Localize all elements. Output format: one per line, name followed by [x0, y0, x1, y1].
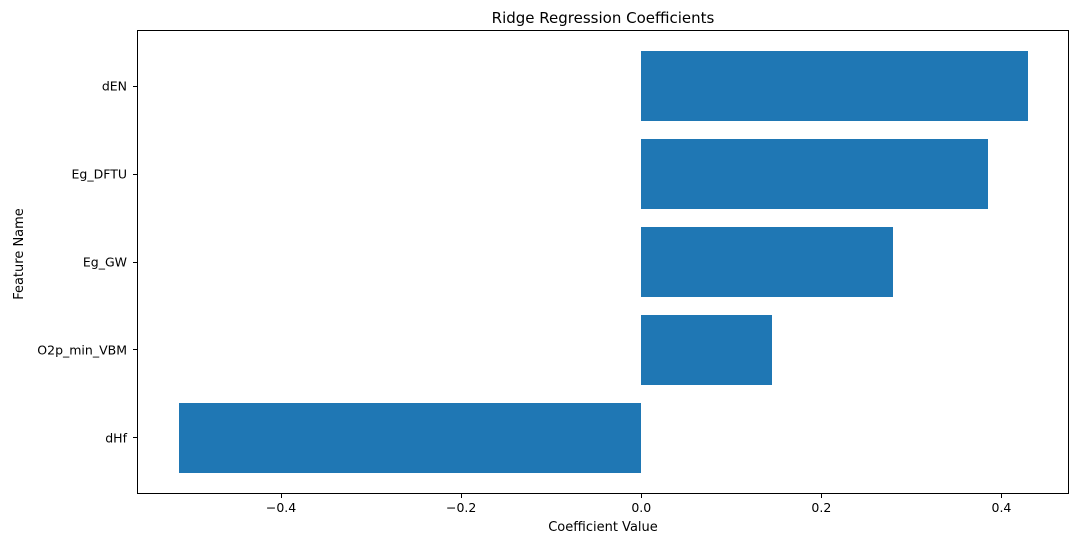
- x-tick-label: −0.2: [445, 500, 477, 515]
- plot-area: [137, 30, 1069, 494]
- x-tick-mark: [280, 494, 282, 498]
- y-tick-label-O2p_min_VBM: O2p_min_VBM: [37, 342, 127, 358]
- x-tick-label: −0.4: [265, 500, 297, 515]
- chart-title: Ridge Regression Coefficients: [491, 9, 715, 27]
- x-tick-mark: [1000, 494, 1002, 498]
- bar-dHf: [179, 402, 642, 473]
- x-tick-label: 0.2: [811, 500, 832, 515]
- x-tick-mark: [820, 494, 822, 498]
- y-tick-label-Eg_DFTU: Eg_DFTU: [71, 166, 127, 182]
- x-tick-label: 0.4: [991, 500, 1012, 515]
- y-tick-mark: [133, 349, 137, 351]
- x-tick-mark: [640, 494, 642, 498]
- y-tick-label-Eg_GW: Eg_GW: [82, 254, 127, 270]
- y-tick-mark: [133, 173, 137, 175]
- x-tick-mark: [460, 494, 462, 498]
- bar-O2p_min_VBM: [641, 314, 772, 386]
- y-tick-mark: [133, 85, 137, 87]
- x-axis-label: Coefficient Value: [548, 520, 658, 535]
- bar-Eg_GW: [641, 226, 894, 298]
- y-tick-mark: [133, 261, 137, 263]
- y-tick-mark: [133, 437, 137, 439]
- bar-dEN: [641, 51, 1029, 122]
- y-tick-label-dHf: dHf: [105, 430, 127, 446]
- y-tick-label-dEN: dEN: [101, 78, 127, 94]
- bar-Eg_DFTU: [641, 138, 988, 210]
- x-tick-label: 0.0: [631, 500, 652, 515]
